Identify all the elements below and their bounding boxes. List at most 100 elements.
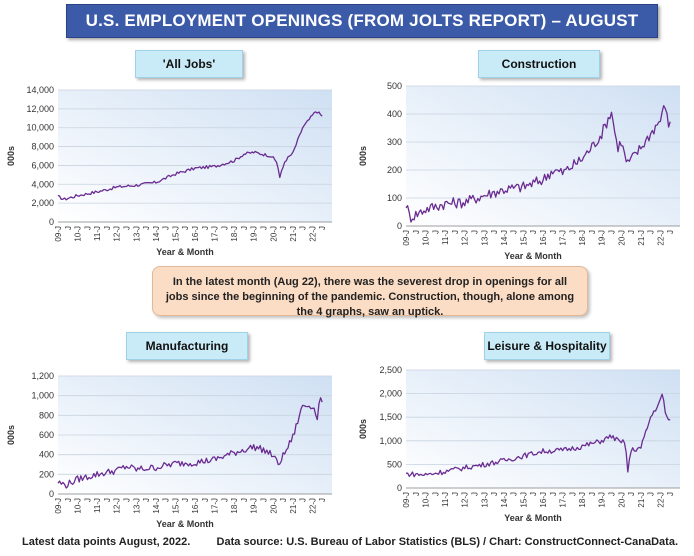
x-tick-label: J: [123, 226, 132, 230]
y-tick-label: 400: [39, 450, 54, 460]
x-tick-label: 10-J: [74, 498, 83, 514]
x-tick-label: J: [201, 498, 210, 502]
x-tick-label: 16-J: [191, 226, 200, 242]
x-tick-label: J: [529, 492, 538, 496]
page-title: U.S. EMPLOYMENT OPENINGS (FROM JOLTS REP…: [66, 4, 658, 62]
x-axis-title: Year & Month: [156, 519, 214, 529]
y-axis-title: 000s: [358, 146, 368, 166]
x-tick-label: J: [220, 226, 229, 230]
x-tick-label: 20-J: [269, 498, 278, 514]
x-axis-title: Year & Month: [156, 247, 214, 257]
x-tick-label: 12-J: [113, 226, 122, 242]
y-tick-label: 1,000: [379, 436, 402, 446]
x-tick-label: 18-J: [230, 226, 239, 242]
footer-source: Data source: U.S. Bureau of Labor Statis…: [216, 536, 678, 548]
x-tick-label: J: [279, 226, 288, 230]
y-tick-label: 0: [49, 217, 54, 227]
x-tick-label: J: [608, 492, 617, 496]
x-tick-label: J: [647, 230, 656, 234]
y-tick-label: 4,000: [31, 179, 54, 189]
y-tick-label: 100: [387, 193, 402, 203]
x-tick-label: 19-J: [598, 230, 607, 246]
x-tick-label: J: [568, 492, 577, 496]
x-tick-label: J: [123, 498, 132, 502]
x-tick-label: 16-J: [539, 492, 548, 508]
x-tick-label: J: [471, 492, 480, 496]
x-tick-label: J: [490, 492, 499, 496]
x-tick-label: 22-J: [308, 226, 317, 242]
y-tick-label: 1,200: [31, 371, 54, 381]
x-tick-label: J: [431, 492, 440, 496]
x-tick-label: J: [279, 498, 288, 502]
x-tick-label: J: [299, 498, 308, 502]
x-tick-label: 21-J: [637, 492, 646, 508]
x-tick-label: J: [412, 230, 421, 234]
x-tick-label: J: [451, 230, 460, 234]
x-tick-label: J: [549, 492, 558, 496]
x-tick-label: J: [240, 498, 249, 502]
x-tick-label: 19-J: [250, 498, 259, 514]
x-axis-title: Year & Month: [504, 513, 562, 523]
x-tick-label: J: [627, 230, 636, 234]
x-tick-label: J: [588, 492, 597, 496]
chart-title-leisure-hospitality: Leisure & Hospitality: [484, 332, 610, 360]
x-tick-label: 22-J: [656, 230, 665, 246]
x-tick-label: 16-J: [191, 498, 200, 514]
x-tick-label: J: [103, 498, 112, 502]
x-tick-label: 09-J: [402, 492, 411, 508]
y-tick-label: 200: [387, 165, 402, 175]
x-tick-label: 18-J: [578, 492, 587, 508]
x-tick-label: 15-J: [171, 226, 180, 242]
x-tick-label: J: [412, 492, 421, 496]
y-axis-title: 000s: [6, 425, 16, 445]
x-tick-label: J: [647, 492, 656, 496]
footer-latest-data: Latest data points August, 2022.: [22, 536, 191, 548]
x-tick-label: 13-J: [132, 226, 141, 242]
x-tick-label: J: [529, 230, 538, 234]
series-line: [405, 105, 671, 223]
x-tick-label: 17-J: [211, 498, 220, 514]
x-tick-label: 21-J: [289, 226, 298, 242]
y-axis-title: 000s: [6, 146, 16, 166]
y-tick-label: 1,500: [379, 412, 402, 422]
x-tick-label: J: [181, 498, 190, 502]
x-tick-label: 12-J: [113, 498, 122, 514]
x-tick-label: 13-J: [480, 230, 489, 246]
x-tick-label: 10-J: [422, 230, 431, 246]
x-tick-label: 09-J: [54, 226, 63, 242]
x-tick-label: J: [568, 230, 577, 234]
x-tick-label: 10-J: [74, 226, 83, 242]
x-tick-label: J: [608, 230, 617, 234]
y-tick-label: 300: [387, 137, 402, 147]
x-tick-label: 11-J: [93, 226, 102, 241]
y-tick-label: 800: [39, 410, 54, 420]
x-tick-label: 11-J: [93, 498, 102, 513]
x-tick-label: 15-J: [519, 492, 528, 508]
y-tick-label: 0: [397, 483, 402, 493]
x-tick-label: J: [220, 498, 229, 502]
x-tick-label: 13-J: [480, 492, 489, 508]
x-tick-label: 14-J: [152, 226, 161, 242]
x-tick-label: J: [318, 226, 327, 230]
y-tick-label: 2,000: [31, 198, 54, 208]
x-tick-label: 15-J: [171, 498, 180, 514]
x-tick-label: J: [471, 230, 480, 234]
all-jobs-chart: 0 2,000 4,000 6,000 8,000 10,000 12,000 14,000 0…: [6, 85, 332, 257]
x-tick-label: J: [627, 492, 636, 496]
y-tick-label: 0: [397, 221, 402, 231]
x-tick-label: 17-J: [559, 492, 568, 508]
x-tick-label: J: [162, 226, 171, 230]
y-tick-label: 2,000: [379, 389, 402, 399]
x-tick-label: 12-J: [461, 492, 470, 508]
y-axis-title: 000s: [358, 419, 368, 439]
x-tick-label: J: [318, 498, 327, 502]
x-tick-label: J: [64, 226, 73, 230]
x-tick-label: J: [142, 226, 151, 230]
x-tick-label: J: [490, 230, 499, 234]
x-tick-label: 14-J: [152, 498, 161, 514]
x-tick-label: J: [549, 230, 558, 234]
plot-area: [406, 86, 680, 226]
